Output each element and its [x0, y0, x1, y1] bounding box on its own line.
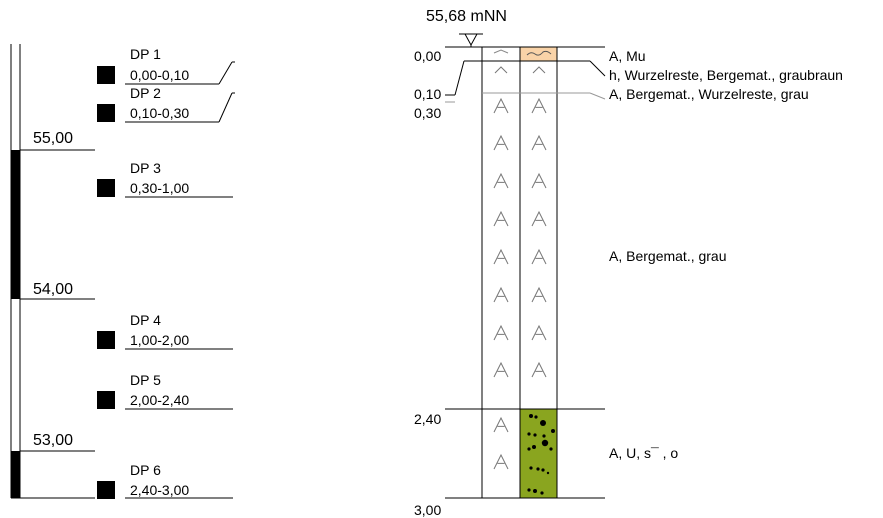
fill-material-symbol: [493, 134, 509, 151]
ground-elevation-label: 55,68 mNN: [426, 8, 507, 25]
fill-material-symbol: [531, 286, 547, 303]
sample-range: 2,40-3,00: [130, 482, 190, 498]
layer-topsoil: [520, 47, 557, 61]
depth-label: 0,10: [414, 86, 442, 102]
fill-material-symbol: [494, 66, 508, 74]
sample-range: 2,00-2,40: [130, 392, 190, 408]
sample-id: DP 1: [130, 46, 161, 62]
depth-label: 0,00: [414, 48, 442, 64]
depth-ticks: [445, 46, 482, 499]
sample-range: 0,30-1,00: [130, 180, 190, 196]
elevation-label: 54,00: [33, 281, 74, 298]
scale-segment-black: [11, 150, 20, 299]
fill-material-symbol: [531, 134, 547, 151]
sample-markers: [97, 61, 235, 499]
borehole-column: [481, 46, 558, 499]
sample-range: 0,00-0,10: [130, 67, 190, 83]
elevation-label: 53,00: [33, 432, 74, 449]
sample-marker-dp3: [97, 179, 115, 197]
sample-range: 0,10-0,30: [130, 105, 190, 121]
layer-description: A, Bergemat., Wurzelreste, grau: [609, 86, 809, 102]
sample-id: DP 2: [130, 85, 161, 101]
ground-level-symbol: [459, 33, 483, 47]
sample-marker-dp4: [97, 331, 115, 349]
fill-material-symbol: [493, 453, 509, 470]
layer-description: A, Bergemat., grau: [609, 248, 727, 264]
fill-material-symbol: [493, 172, 509, 189]
sample-id: DP 6: [130, 462, 161, 478]
depth-label: 2,40: [414, 411, 442, 427]
layer-leader-lines: [557, 46, 606, 499]
layer-description: h, Wurzelreste, Bergemat., graubraun: [609, 67, 843, 83]
sample-marker-dp2: [97, 104, 115, 122]
fill-material-symbol: [493, 97, 509, 114]
fill-material-symbol: [531, 97, 547, 114]
scale-segment-black: [11, 451, 20, 498]
elevation-scale-bar: [10, 44, 95, 499]
sample-marker-dp1: [97, 66, 115, 84]
fill-material-symbol: [531, 210, 547, 227]
soil-symbols: [493, 66, 547, 470]
elevation-label: 55,00: [33, 130, 74, 147]
sample-id: DP 5: [130, 372, 161, 388]
fill-material-symbol: [531, 248, 547, 265]
fill-material-symbol: [493, 286, 509, 303]
depth-label: 0,30: [414, 105, 442, 121]
fill-material-symbol: [531, 361, 547, 378]
fill-material-symbol: [493, 324, 509, 341]
depth-label: 3,00: [414, 502, 442, 518]
fill-material-symbol: [493, 416, 509, 433]
fill-material-symbol: [493, 210, 509, 227]
fill-material-symbol: [532, 66, 546, 74]
fill-material-symbol: [493, 361, 509, 378]
sample-id: DP 4: [130, 312, 161, 328]
sample-range: 1,00-2,00: [130, 332, 190, 348]
layer-description: A, Mu: [609, 48, 646, 64]
sample-marker-dp5: [97, 391, 115, 409]
sample-marker-dp6: [97, 481, 115, 499]
layer-description: A, U, s¯ , o: [609, 445, 679, 461]
fill-material-symbol: [531, 172, 547, 189]
sample-id: DP 3: [130, 160, 161, 176]
gravel-dots: [527, 414, 555, 495]
layer-silt: [520, 409, 557, 498]
fill-material-symbol: [531, 324, 547, 341]
fill-material-symbol: [493, 248, 509, 265]
